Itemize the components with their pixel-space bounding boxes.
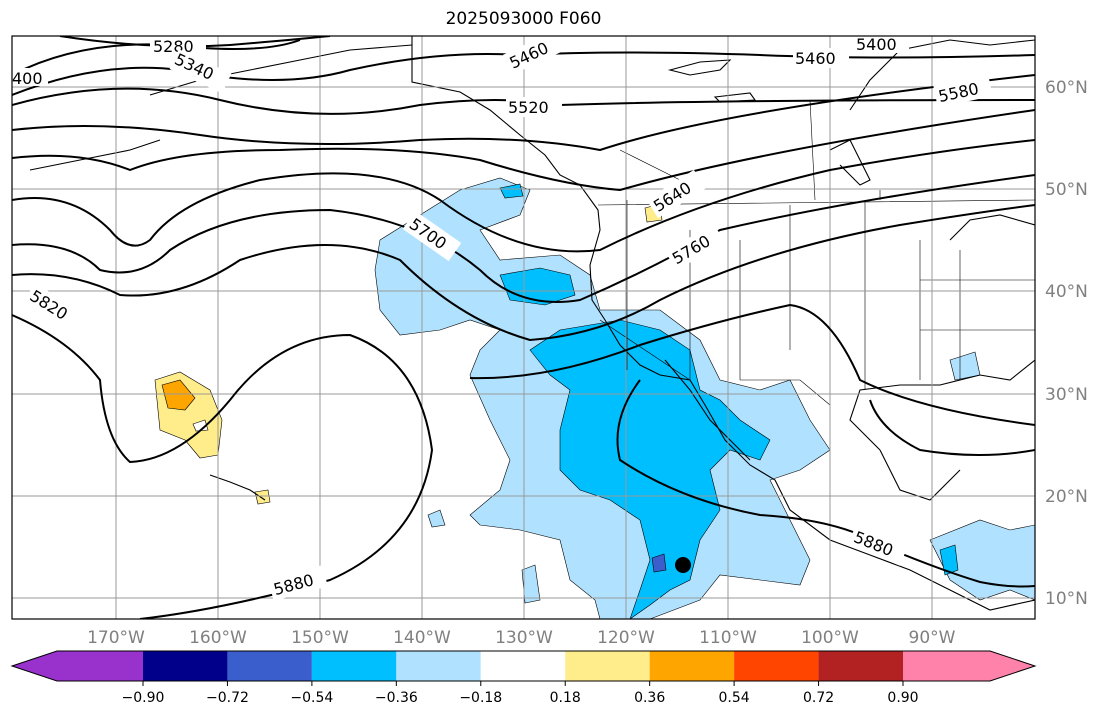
- contour-label: 400: [12, 69, 43, 88]
- colorbar-outline: [10, 650, 1037, 682]
- gridlines: [12, 36, 1035, 619]
- colorbar-segment: [12, 651, 143, 681]
- colorbar-tick-label: −0.18: [459, 690, 502, 706]
- colorbar-tick-label: 0.54: [719, 690, 750, 706]
- shade-light-blue-small3: [521, 564, 541, 604]
- colorbar: −0.90 −0.72 −0.54 −0.36 −0.18 0.18 0.36 0.54 0.7…: [10, 650, 1037, 706]
- colorbar-tick-label: −0.90: [122, 690, 165, 706]
- map-area: 5280 5340 400 5400 5460 5460 5520 5580 5…: [12, 35, 1035, 619]
- lon-label: 120°W: [597, 628, 655, 648]
- colorbar-segment: [227, 651, 312, 681]
- lon-label: 130°W: [495, 628, 553, 648]
- contour-label: 5280: [153, 37, 194, 56]
- map-title: 2025093000 F060: [445, 9, 602, 29]
- colorbar-tick-label: −0.72: [206, 690, 249, 706]
- lon-label: 150°W: [291, 628, 349, 648]
- contour-label: 5460: [795, 49, 836, 68]
- contour-label: 5580: [937, 79, 981, 106]
- colorbar-segment: [396, 651, 481, 681]
- colorbar-tick-label: −0.36: [375, 690, 418, 706]
- colorbar-segment: [649, 651, 735, 681]
- colorbar-tick-label: 0.36: [634, 690, 665, 706]
- latitude-labels: 60°N 50°N 40°N 30°N 20°N 10°N: [1045, 78, 1088, 609]
- colorbar-segment: [903, 651, 1035, 681]
- lat-label: 20°N: [1045, 487, 1088, 507]
- lon-label: 100°W: [801, 628, 859, 648]
- shade-cyan-central-america: [939, 544, 959, 576]
- contour-label: 5520: [508, 98, 549, 117]
- lon-label: 90°W: [909, 628, 956, 648]
- storm-center-marker: [675, 557, 691, 573]
- colorbar-segment: [734, 651, 819, 681]
- shade-orange-hawaii: [161, 379, 196, 411]
- lat-label: 10°N: [1045, 589, 1088, 609]
- lat-label: 30°N: [1045, 385, 1088, 405]
- lon-label: 110°W: [699, 628, 757, 648]
- colorbar-segment: [818, 651, 903, 681]
- colorbar-segment: [311, 651, 397, 681]
- shade-purple-spot: [651, 553, 667, 573]
- colorbar-tick-label: 0.90: [887, 690, 918, 706]
- shade-cyan-alaska: [499, 183, 524, 199]
- lon-label: 160°W: [189, 628, 247, 648]
- colorbar-segment: [480, 651, 566, 681]
- colorbar-segment: [143, 651, 228, 681]
- colorbar-tick-label: −0.54: [290, 690, 333, 706]
- colorbar-tick-label: 0.18: [550, 690, 581, 706]
- shade-light-blue-small2: [427, 509, 446, 528]
- lat-label: 60°N: [1045, 78, 1088, 98]
- lat-label: 40°N: [1045, 282, 1088, 302]
- lon-label: 170°W: [87, 628, 145, 648]
- lat-label: 50°N: [1045, 180, 1088, 200]
- shade-light-blue-central-america: [929, 519, 1035, 601]
- shade-yellow-small: [254, 489, 271, 505]
- contour-labels: 5280 5340 400 5400 5460 5460 5520 5580 5…: [12, 35, 993, 601]
- colorbar-tick-label: 0.72: [803, 690, 834, 706]
- lon-label: 140°W: [393, 628, 451, 648]
- shade-cyan-main: [529, 319, 771, 619]
- map-frame: [11, 35, 1036, 620]
- longitude-labels: 170°W 160°W 150°W 140°W 130°W 120°W 110°…: [87, 628, 956, 648]
- colorbar-segment: [565, 651, 650, 681]
- state-borders: [597, 99, 1035, 406]
- coastlines: [29, 36, 1035, 611]
- contour-label: 5400: [856, 35, 897, 54]
